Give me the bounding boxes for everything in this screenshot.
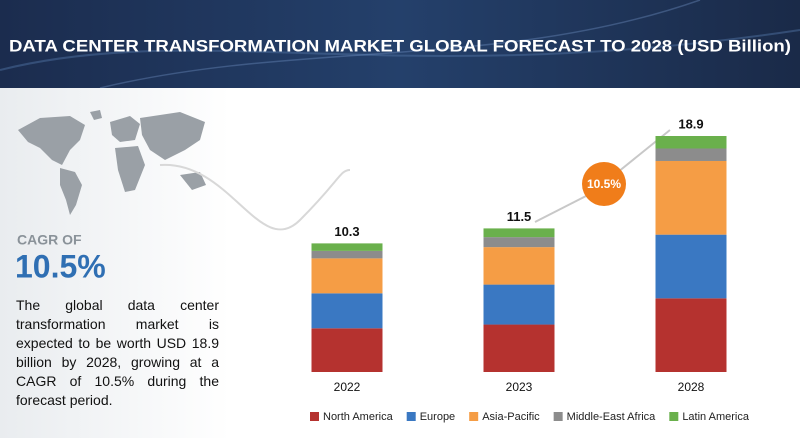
bar-segment — [483, 237, 555, 248]
legend-swatch — [553, 412, 563, 421]
bar-segment — [483, 247, 555, 285]
bar-segment — [311, 258, 383, 294]
bar-segment — [655, 160, 727, 235]
legend-label: Latin America — [682, 411, 750, 423]
legend-label: Asia-Pacific — [482, 411, 540, 423]
trend-line — [534, 194, 589, 223]
bar-segment — [655, 298, 727, 372]
total-label: 18.9 — [678, 116, 703, 131]
bar-segment — [483, 228, 555, 238]
title: DATA CENTER TRANSFORMATION MARKET GLOBAL… — [9, 36, 791, 55]
bar-segment — [311, 243, 383, 251]
world-map — [18, 110, 206, 215]
swoosh — [159, 163, 351, 231]
legend-swatch — [469, 412, 479, 421]
total-label: 11.5 — [507, 209, 532, 224]
bar-segment — [483, 284, 555, 325]
legend-swatch — [669, 412, 679, 421]
bar-segment — [655, 234, 727, 299]
bar-segment — [655, 136, 727, 149]
legend-label: North America — [323, 411, 394, 423]
legend-label: Europe — [420, 411, 455, 423]
annotation-text: 10.5% — [587, 177, 621, 191]
bar-segment — [655, 148, 727, 161]
header-bg — [0, 0, 800, 88]
annotation-bubble — [582, 162, 626, 206]
x-tick-label: 2028 — [678, 380, 705, 394]
legend-label: Middle-East Africa — [567, 411, 657, 423]
bar-segment — [311, 250, 383, 259]
description: The global data center transformation ma… — [16, 297, 219, 408]
x-tick-label: 2022 — [334, 380, 361, 394]
header-deco — [99, 0, 701, 89]
bar-segment — [483, 324, 555, 372]
cagr-value: 10.5% — [15, 248, 106, 284]
total-label: 10.3 — [334, 224, 359, 239]
x-tick-label: 2023 — [506, 380, 533, 394]
bar-segment — [311, 328, 383, 372]
header-deco — [0, 29, 800, 71]
legend-swatch — [310, 412, 319, 421]
cagr-label: CAGR OF — [17, 232, 82, 248]
bar-segment — [311, 293, 383, 329]
legend-swatch — [406, 412, 416, 421]
